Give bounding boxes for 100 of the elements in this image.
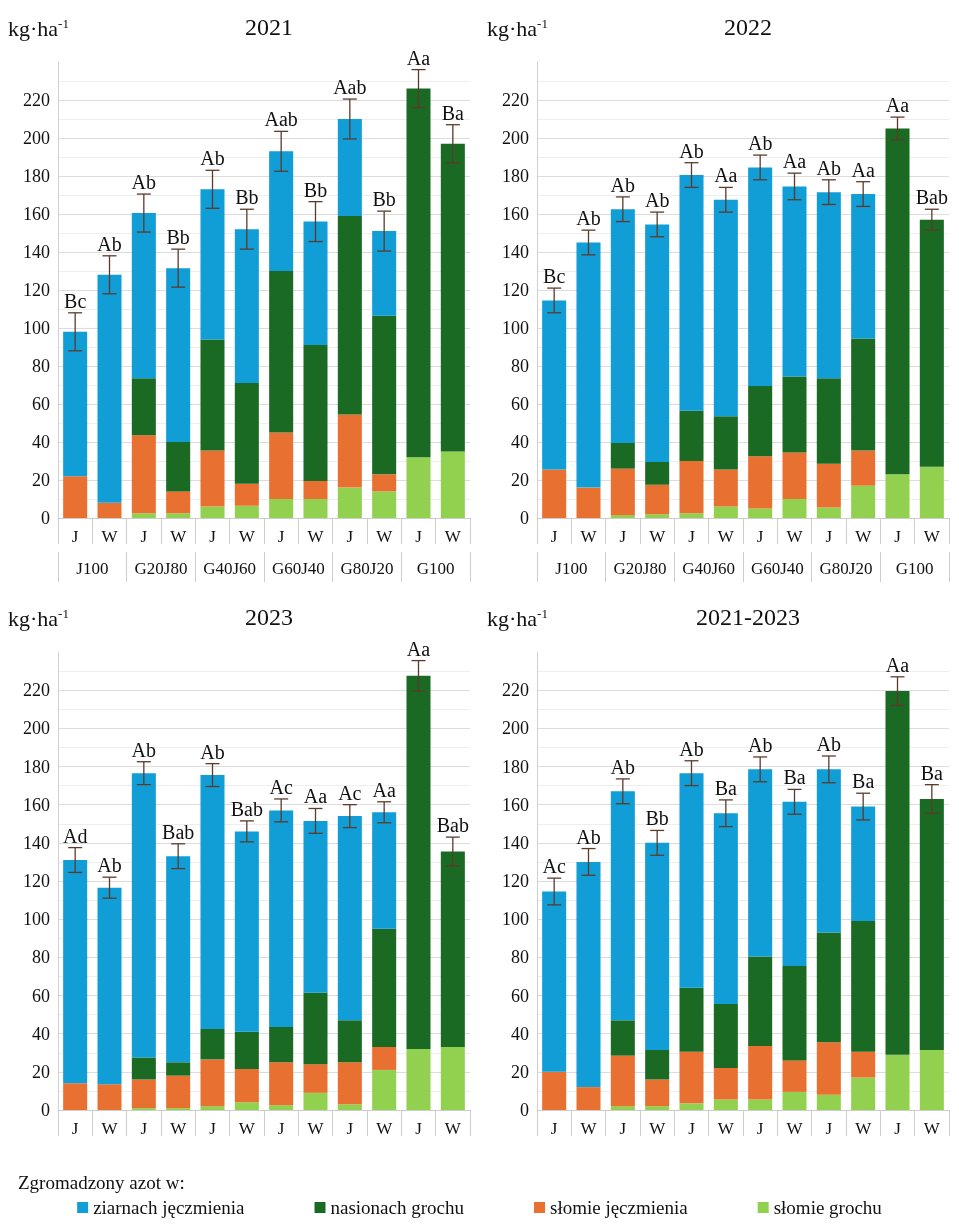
bar [713,506,738,518]
data-label: Ba [783,766,806,789]
bar [851,921,876,1052]
x-tick-label: J [619,1119,627,1138]
bar [851,194,876,339]
y-tick-label: 180 [502,166,529,186]
bar [269,1105,294,1110]
bar [166,1075,191,1109]
bar [337,215,362,415]
bar [372,812,397,929]
bar [131,1079,156,1109]
data-label: Bab [915,186,948,209]
bar [234,229,259,384]
data-label: Ba [852,770,875,793]
data-label: Bb [303,178,328,201]
bar [748,769,773,957]
y-tick-label: 60 [511,394,529,414]
y-tick-label: 80 [511,947,529,968]
data-label: Ab [131,171,157,194]
bar [748,167,773,386]
legend-label: słomie grochu [773,1197,883,1218]
bar [234,505,259,518]
bar [713,469,738,507]
data-label: Ba [714,776,738,799]
bar [303,221,328,346]
text: G40J60 [203,559,257,578]
bar [576,861,601,1088]
bar [610,209,635,443]
bar [97,502,122,518]
bar [166,491,191,514]
legend-label: słomie jęczmienia [549,1197,689,1218]
y-tick-label: 20 [32,1061,50,1082]
bar [748,456,773,509]
bar [851,485,876,518]
y-tick-label: 60 [32,985,50,1006]
x-tick-label: W [444,1119,462,1138]
bar [269,432,294,499]
bar [919,466,944,518]
bar [782,499,807,518]
bar [885,691,910,1055]
chart-title: 2023 [245,604,293,630]
bar [63,331,88,477]
data-label: Ab [679,737,704,760]
bar [200,450,225,507]
bar [748,956,773,1047]
bar [542,1071,567,1110]
bar [337,816,362,1021]
legend-label: nasionach grochu [330,1197,465,1218]
x-tick-label: W [376,527,394,546]
data-label: Bab [436,814,469,837]
y-tick-label: 140 [23,832,50,853]
bar [440,851,465,1048]
bar [610,1106,635,1110]
data-label: Ab [576,825,601,848]
data-label: Bb [235,186,259,209]
bar [406,675,431,1049]
bar [97,1084,122,1110]
y-tick-label: 140 [23,242,50,262]
bar [337,119,362,216]
bar [851,806,876,922]
bar [713,813,738,1005]
bar [748,1046,773,1100]
y-tick-label: 80 [511,356,529,376]
bar [885,474,910,518]
bar [816,192,841,379]
data-label: Bb [166,226,190,249]
x-tick-label: J [71,527,79,546]
bar [645,514,670,518]
x-tick-label: J [550,1119,558,1138]
x-tick-label: W [307,527,325,546]
bar [679,987,704,1052]
bar [97,274,122,503]
bar [234,1068,259,1103]
y-tick-label: 180 [23,756,50,777]
x-tick-label: J [71,1119,79,1138]
data-label: Bab [230,797,263,820]
y-tick-label: 200 [23,128,50,148]
bar [610,1020,635,1056]
y-tick-label: 60 [32,394,50,414]
bar [200,775,225,1029]
y-tick-label: 20 [511,470,529,490]
bar [303,1092,328,1110]
y-tick-label: 40 [32,1023,50,1044]
bar [372,491,397,518]
bar [406,457,431,518]
x-tick-label: J [346,1119,354,1138]
bar [131,1057,156,1080]
bar [63,1083,88,1110]
bar [234,383,259,484]
data-label: Aa [372,778,396,801]
x-tick-label: J [140,527,148,546]
x-tick-label: W [580,1119,598,1138]
bar [303,992,328,1065]
bar [782,1091,807,1110]
bar [713,1004,738,1069]
bar [679,513,704,518]
bar [200,1106,225,1110]
bar [542,891,567,1072]
bar [782,186,807,377]
bar [337,1104,362,1110]
